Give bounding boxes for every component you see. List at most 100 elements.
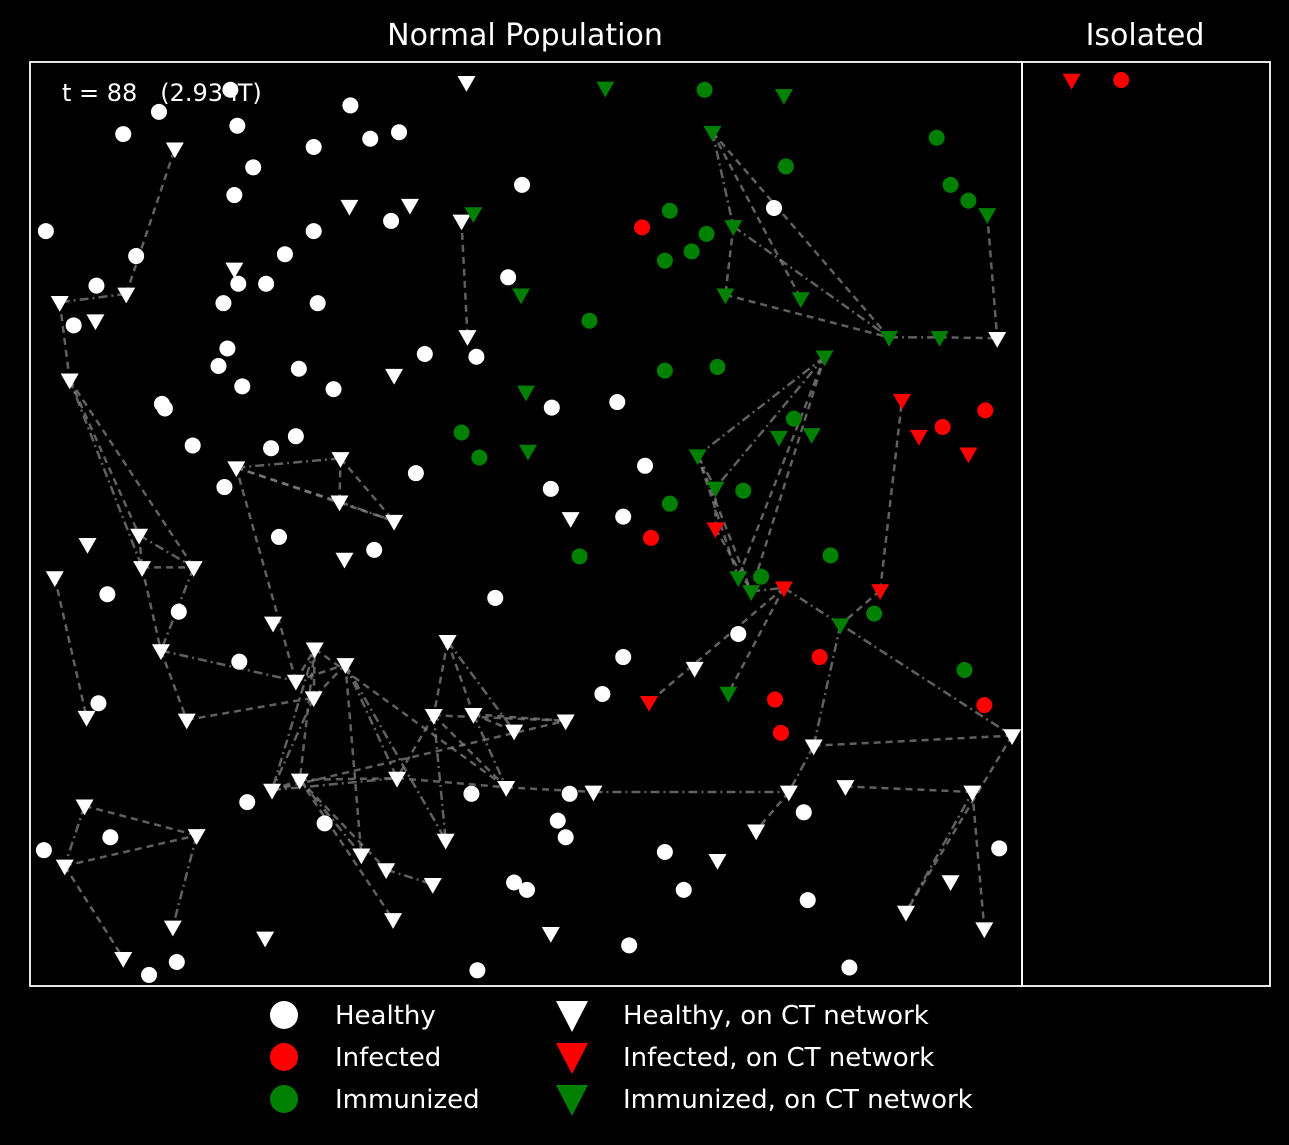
ct-link [460,220,469,337]
ct-link [298,779,395,921]
person-marker-ct [706,481,725,498]
person-marker [468,348,485,365]
person-marker-ct [584,785,603,802]
person-marker-ct [388,771,407,788]
person-marker-ct [804,739,823,756]
person-marker [696,81,713,98]
person-marker-ct [512,288,531,305]
person-marker-ct [187,829,206,845]
ct-link [270,648,316,791]
person-marker-ct [706,522,725,539]
legend-label: Immunized [335,1085,480,1115]
legend-marker [556,1043,588,1074]
ct-link [396,776,507,789]
ct-link [696,355,826,457]
person-marker-ct [596,81,615,98]
person-marker-ct [688,449,707,466]
person-marker [542,480,559,497]
person-marker [661,202,678,219]
ct-link [939,336,998,340]
ct-link [385,868,434,886]
person-marker-ct [290,773,309,790]
person-marker-ct [436,833,455,850]
ct-link [433,714,566,723]
ct-link [344,663,447,841]
person-marker [642,529,659,546]
ct-link [696,455,753,592]
person-marker-ct [518,444,537,461]
isolated-points [1062,72,1130,90]
legend-label: Infected, on CT network [623,1043,934,1073]
person-marker [115,126,132,143]
person-marker-ct [685,661,704,678]
person-marker-ct [263,783,282,800]
person-marker [325,381,342,398]
person-marker [226,187,243,204]
person-marker-ct [452,214,471,231]
person-marker-ct [352,848,371,865]
person-marker [514,176,531,193]
ct-link [432,715,447,841]
ct-link [878,400,904,591]
person-marker [799,892,816,909]
ct-link [160,649,297,683]
person-marker [362,130,379,147]
person-marker-ct [779,785,798,802]
person-marker-ct [227,461,246,478]
person-marker [309,295,326,312]
person-marker-ct [729,571,748,588]
person-marker [184,437,201,454]
person-marker-ct [464,207,483,223]
ct-link [159,650,188,721]
person-marker-ct [225,262,244,279]
person-marker [581,312,598,329]
person-marker [594,686,611,703]
person-marker [219,340,236,357]
person-marker-ct [133,561,152,577]
person-marker [366,541,383,558]
ct-link [395,714,435,779]
person-marker-ct [909,429,928,446]
person-marker [230,275,247,292]
person-marker [463,785,480,802]
person-marker [141,966,158,983]
ct-link [971,791,986,929]
person-marker [170,603,187,620]
ct-link [298,648,316,781]
ct-link [339,457,396,523]
person-marker [735,482,752,499]
person-marker [675,881,692,898]
person-marker [811,649,828,666]
ct-link [338,458,342,502]
legend-label: Immunized, on CT network [623,1085,973,1115]
ct-link [755,791,790,832]
ct-link [432,641,449,716]
ct-link [714,528,753,593]
person-marker-ct [377,863,396,880]
ct-link [472,713,508,788]
person-marker-ct [742,585,761,601]
person-marker [960,192,977,209]
person-marker-ct [774,88,793,105]
person-marker [453,424,470,441]
ct-link [344,664,363,855]
ct-link [295,663,346,683]
ct-link [64,834,197,868]
ct-link [696,455,717,489]
person-marker-ct [86,314,105,331]
person-marker [956,661,973,678]
ct-link [140,567,163,651]
ct-link [299,776,398,782]
person-marker-ct [561,512,580,528]
person-marker-ct [114,951,133,968]
person-marker [99,586,116,603]
person-marker-ct [541,927,560,943]
person-marker [772,724,789,741]
person-marker [753,568,770,585]
person-marker-ct [331,452,350,468]
person-marker-ct [340,199,359,216]
person-marker [229,117,246,134]
person-marker [150,103,167,120]
person-marker-ct [75,799,94,816]
